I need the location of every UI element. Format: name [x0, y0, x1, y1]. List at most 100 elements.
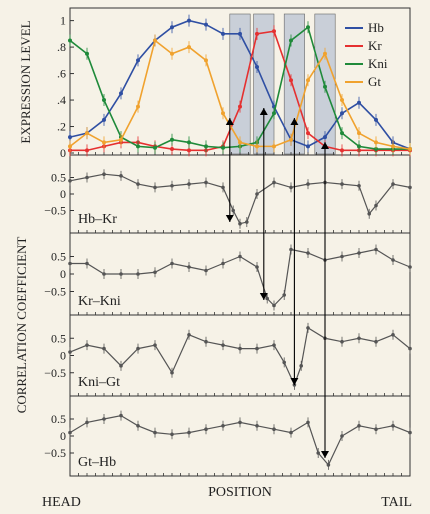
corr-point-2-6 — [170, 370, 174, 375]
corr-point-2-20 — [374, 339, 378, 344]
y-tick-label-2-0: 0.5 — [51, 250, 66, 264]
data-point-Kr-12 — [272, 29, 276, 34]
corr-line-3 — [69, 414, 411, 466]
corr-point-3-15 — [316, 451, 321, 455]
pair-label-3: Kni–Gt — [78, 375, 120, 390]
corr-point-0-6 — [170, 183, 174, 188]
y-tick-label-3-0: 0.5 — [51, 331, 66, 345]
data-point-Hb-4 — [136, 58, 140, 63]
corr-point-2-1 — [85, 343, 89, 347]
legend-label-Kr: Kr — [368, 38, 382, 53]
correlation-ylabel: CORRELATION COEFFICIENT — [14, 237, 29, 414]
arrow-head-down-0 — [225, 215, 234, 222]
corr-point-0-10 — [231, 208, 235, 213]
y-tick-label-0-4: .8 — [57, 40, 66, 54]
data-point-Kni-12 — [272, 111, 276, 116]
corr-point-3-11 — [255, 424, 259, 428]
corr-point-2-4 — [136, 346, 140, 351]
corr-point-2-13 — [282, 360, 287, 365]
corr-point-0-7 — [187, 182, 191, 186]
corr-point-2-10 — [238, 346, 242, 351]
y-tick-label-1-2: −0.5 — [44, 204, 66, 218]
data-point-Hb-14 — [306, 144, 310, 149]
corr-point-2-5 — [153, 343, 157, 347]
y-tick-label-0-1: .2 — [57, 120, 66, 134]
corr-point-2-2 — [102, 346, 106, 351]
data-point-Gt-20 — [408, 147, 412, 152]
data-point-Kni-8 — [204, 144, 208, 149]
arrow-head-down-1 — [259, 293, 268, 300]
expression-ylabel: EXPRESSION LEVEL — [18, 20, 33, 143]
data-point-Kni-2 — [102, 98, 106, 103]
corr-point-0-22 — [391, 182, 395, 186]
corr-point-1-10 — [238, 254, 242, 259]
corr-point-3-14 — [306, 420, 310, 425]
y-tick-label-1-0: 0.5 — [51, 171, 66, 185]
y-tick-label-3-2: −0.5 — [44, 366, 66, 380]
corr-point-1-3 — [119, 272, 123, 276]
corr-point-1-8 — [204, 268, 208, 273]
corr-point-0-19 — [357, 183, 361, 188]
corr-point-1-6 — [170, 261, 174, 266]
corr-point-1-9 — [221, 261, 225, 266]
arrow-head-up-3 — [321, 142, 329, 149]
data-point-Gt-11 — [255, 144, 259, 149]
corr-point-0-8 — [204, 180, 208, 185]
data-point-Hb-2 — [102, 117, 106, 122]
corr-point-0-3 — [119, 174, 123, 178]
data-point-Gt-16 — [340, 98, 344, 103]
corr-point-2-11 — [255, 346, 259, 351]
arrow-head-down-3 — [321, 451, 329, 458]
arrow-head-up-0 — [225, 118, 234, 125]
corr-point-0-18 — [340, 182, 344, 186]
data-point-Gt-19 — [391, 144, 395, 149]
corr-point-3-12 — [272, 427, 276, 432]
corr-point-3-19 — [374, 427, 378, 432]
corr-point-3-17 — [340, 434, 344, 438]
arrow-head-down-2 — [290, 378, 299, 385]
y-tick-label-0-5: 1 — [60, 14, 66, 28]
data-point-Hb-10 — [238, 31, 242, 36]
data-point-Gt-0 — [68, 144, 72, 149]
y-tick-label-0-3: .6 — [57, 67, 66, 81]
legend-label-Kni: Kni — [368, 56, 388, 71]
data-point-Gt-12 — [272, 144, 276, 149]
corr-point-3-21 — [408, 430, 412, 435]
data-point-Hb-0 — [68, 135, 72, 140]
corr-point-3-1 — [85, 420, 89, 425]
data-point-Gt-1 — [85, 131, 89, 136]
corr-point-2-18 — [340, 339, 344, 344]
corr-point-1-21 — [391, 258, 395, 262]
data-point-Gt-15 — [323, 51, 327, 56]
corr-point-3-9 — [221, 424, 225, 428]
y-tick-label-4-2: −0.5 — [44, 446, 66, 460]
panel-frame-4 — [69, 395, 411, 477]
corr-point-0-23 — [408, 185, 412, 190]
data-point-Kni-7 — [187, 140, 191, 145]
data-point-Kni-1 — [85, 51, 89, 56]
corr-point-1-0 — [68, 261, 72, 266]
data-point-Gt-10 — [238, 140, 242, 145]
panels: 0 .2 .4 .6 .8 1 0.5 0 −0.5 Hb–Kr 0.5 0 −0.5 Kr–Kni 0.5… — [44, 7, 411, 477]
corr-point-2-16 — [306, 326, 310, 330]
corr-point-3-16 — [326, 463, 331, 467]
data-point-Kni-16 — [340, 131, 344, 136]
y-tick-label-0-0: 0 — [60, 146, 66, 160]
y-tick-label-3-1: 0 — [60, 349, 66, 363]
data-point-Gt-7 — [187, 45, 191, 50]
data-point-Gt-4 — [136, 104, 140, 109]
y-tick-label-1-1: 0 — [60, 187, 66, 201]
data-point-Kni-17 — [357, 144, 361, 149]
data-point-Kr-16 — [340, 148, 344, 153]
data-point-Gt-8 — [204, 58, 208, 63]
corr-point-1-20 — [374, 247, 378, 252]
corr-point-1-2 — [102, 272, 106, 276]
data-point-Kni-0 — [68, 38, 72, 43]
corr-point-2-22 — [408, 346, 412, 351]
data-point-Gt-2 — [102, 140, 106, 145]
data-point-Kni-15 — [323, 84, 327, 89]
data-point-Hb-18 — [374, 117, 378, 122]
corr-point-0-1 — [85, 175, 89, 180]
data-point-Gt-13 — [289, 137, 293, 142]
pair-label-1: Hb–Kr — [78, 212, 117, 227]
